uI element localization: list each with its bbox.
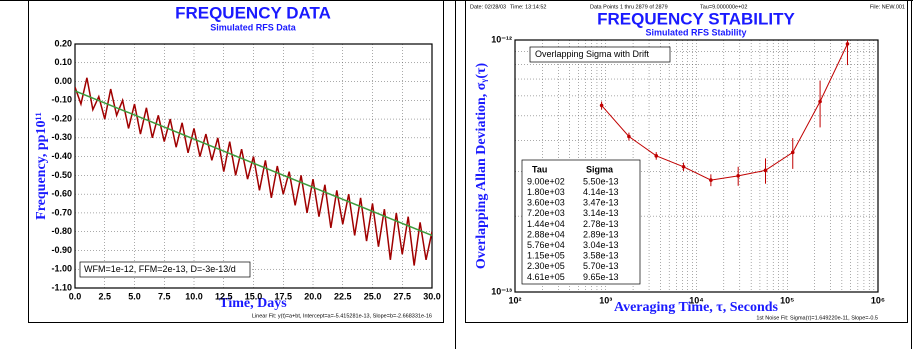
annotation-box [79,261,251,278]
chart-title: FREQUENCY DATA [175,3,331,22]
header-info: File: NEW.001 [870,4,905,10]
data-point [627,134,631,139]
table-cell: 1.15e+05 [527,251,565,261]
legend-box [529,46,671,63]
x-tick-label: 30.0 [423,291,441,301]
series-line [75,90,432,237]
data-point [654,154,659,158]
y-tick-label: 10⁻¹² [491,34,512,44]
x-tick-label: 17.5 [274,291,292,301]
y-tick-label: -0.10 [51,95,72,105]
table-cell: 1.44e+04 [527,219,565,229]
x-tick-label: 15.0 [245,291,263,301]
x-tick-label: 2.5 [98,291,111,301]
table-box [521,159,641,285]
x-axis-label: Time, Days [219,296,287,311]
y-axis-label: Overlapping Allan Deviation, σᵧ(τ) [474,63,489,270]
data-point [790,150,795,155]
y-tick-label: 10⁻¹³ [491,286,512,296]
data-point [845,42,850,46]
table-cell: 9.65e-13 [583,272,619,282]
y-tick-label: 0.00 [54,76,72,86]
x-tick-label: 7.5 [158,291,171,301]
x-tick-label: 10⁶ [871,295,885,305]
series-line [75,77,432,266]
x-tick-label: 22.5 [334,291,352,301]
table-cell: 4.14e-13 [583,187,619,197]
y-tick-label: -0.80 [51,226,72,236]
annotation: WFM=1e-12, FFM=2e-13, D=-3e-13/d [84,264,236,274]
y-tick-label: 0.10 [54,57,72,67]
header-info: Date: 02/28/03 [470,4,506,10]
y-tick-label: -0.50 [51,170,72,180]
table-cell: 1.80e+03 [527,187,565,197]
y-tick-label: -1.10 [51,282,72,292]
table-cell: 2.88e+04 [527,229,565,239]
y-tick-label: 0.20 [54,38,72,48]
x-tick-label: 10³ [599,295,612,305]
table-cell: 5.70e-13 [583,261,619,271]
chart-subtitle: Simulated RFS Data [210,22,297,32]
y-tick-label: -0.20 [51,113,72,123]
data-point [599,103,604,108]
table-header: Sigma [586,164,614,174]
x-tick-label: 10⁴ [689,295,703,305]
plot-frame [74,43,433,289]
table-cell: 4.61e+05 [527,272,565,282]
table-cell: 5.50e-13 [583,176,619,186]
table-cell: 5.76e+04 [527,240,565,250]
y-tick-label: -0.60 [51,189,72,199]
x-tick-label: 20.0 [304,291,322,301]
table-cell: 3.58e-13 [583,251,619,261]
table-cell: 9.00e+02 [527,176,565,186]
table-cell: 2.78e-13 [583,219,619,229]
x-tick-label: 10⁵ [780,295,794,305]
x-tick-label: 0.0 [69,291,82,301]
y-tick-label: -1.00 [51,264,72,274]
plot-area [75,77,432,266]
header-info: Time: 13:14:52 [510,4,546,10]
data-point [818,99,822,104]
table-cell: 2.89e-13 [583,229,619,239]
x-tick-label: 10.0 [185,291,203,301]
footer: 1st Noise Fit: Sigma(τ)=1.649220e-11, Sl… [756,315,878,321]
table-cell: 3.14e-13 [583,208,619,218]
table-cell: 2.30e+05 [527,261,565,271]
data-point [681,164,686,169]
data-point [709,178,713,182]
x-tick-label: 25.0 [364,291,382,301]
table-header: Tau [532,164,547,174]
table-cell: 7.20e+03 [527,208,565,218]
x-axis-label: Averaging Time, τ, Seconds [614,300,779,315]
chart-subtitle: Simulated RFS Stability [645,27,746,37]
table-cell: 3.04e-13 [583,240,619,250]
x-tick-label: 10² [508,295,521,305]
header-info: Data Points 1 thru 2879 of 2879 [590,4,668,10]
y-tick-label: -0.30 [51,132,72,142]
plot-frame [514,39,879,293]
footer: Linear Fit: y(t)=a+bt, Intercept=a=-5.41… [252,313,432,319]
legend-text: Overlapping Sigma with Drift [535,49,650,59]
chart-title: FREQUENCY STABILITY [597,9,795,28]
table-cell: 3.47e-13 [583,198,619,208]
y-axis-label: Frequency, pp10¹¹ [34,112,49,220]
data-point [763,168,768,173]
x-tick-label: 5.0 [128,291,141,301]
x-tick-label: 12.5 [215,291,233,301]
y-tick-label: -0.70 [51,207,72,217]
plot-area [599,40,850,187]
y-tick-label: -0.90 [51,245,72,255]
header-info: Tau=9.000000e+02 [700,4,747,10]
series-line [601,43,848,181]
y-tick-label: -0.40 [51,151,72,161]
x-tick-label: 27.5 [393,291,411,301]
table-cell: 3.60e+03 [527,198,565,208]
data-point [736,174,740,178]
